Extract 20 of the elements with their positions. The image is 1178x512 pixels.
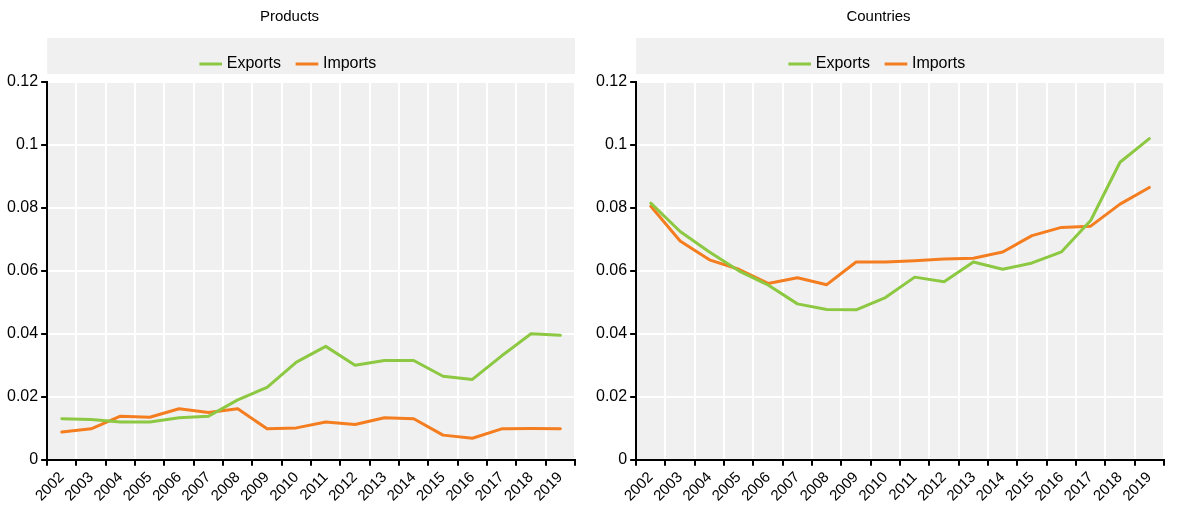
- y-tick-label: 0.1: [15, 135, 39, 153]
- legend-label: Imports: [322, 54, 377, 72]
- y-tick-label: 0.04: [596, 324, 628, 342]
- y-tick-label: 0.06: [596, 261, 628, 279]
- chart-title: Countries: [846, 7, 911, 25]
- y-tick-label: 0.12: [7, 72, 39, 90]
- y-tick-label: 0.1: [604, 135, 628, 153]
- legend-label: Exports: [226, 54, 281, 72]
- chart-title: Products: [259, 7, 320, 25]
- y-tick-label: 0.08: [7, 198, 39, 216]
- y-tick-label: 0: [29, 450, 39, 468]
- legend-label: Imports: [911, 54, 966, 72]
- y-tick-label: 0.12: [596, 72, 628, 90]
- y-tick-label: 0.02: [7, 387, 39, 405]
- y-tick-label: 0.06: [7, 261, 39, 279]
- legend-label: Exports: [815, 54, 870, 72]
- y-tick-label: 0.02: [596, 387, 628, 405]
- y-tick-label: 0.08: [596, 198, 628, 216]
- y-tick-label: 0: [618, 450, 628, 468]
- y-tick-label: 0.04: [7, 324, 39, 342]
